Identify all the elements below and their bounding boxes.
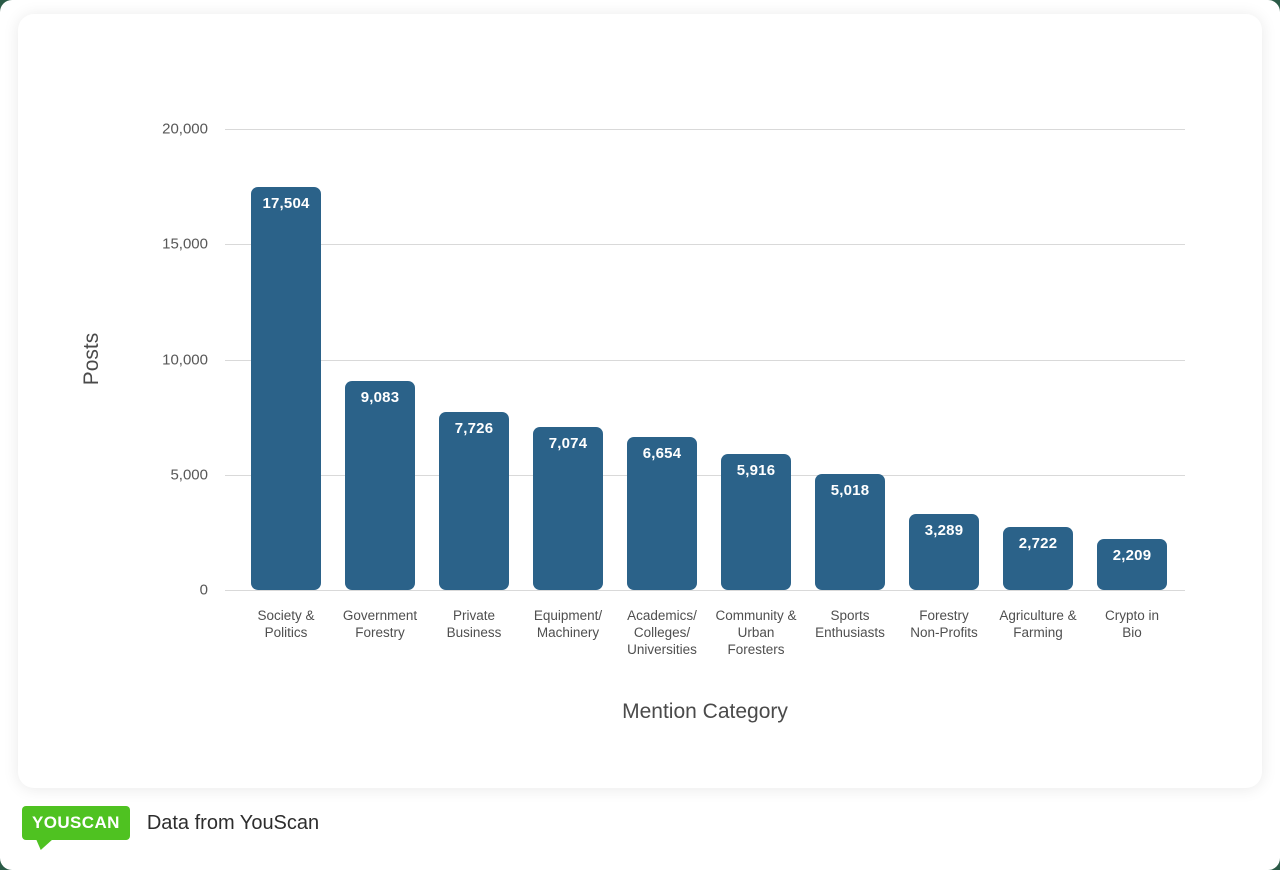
x-tick-label: Sports Enthusiasts — [815, 608, 885, 640]
x-tick-label: Equipment/Machinery — [533, 608, 603, 640]
bar-agriculture-farming: 2,722 — [1003, 527, 1073, 590]
bar-crypto-in-bio: 2,209 — [1097, 539, 1167, 590]
y-tick-label: 10,000 — [162, 351, 208, 368]
plot-area: 17,504 9,083 7,726 7,074 6,654 5,916 5,018 3,28… — [225, 129, 1185, 591]
gridline-20,000 — [225, 129, 1185, 130]
bar-community-urban-foresters: 5,916 — [721, 454, 791, 590]
x-tick-label: Society & Politics — [257, 608, 315, 640]
bar-equipment-machinery: 7,074 — [533, 427, 603, 590]
bar-government-forestry: 9,083 — [345, 381, 415, 590]
bar-sports-enthusiasts: 5,018 — [815, 474, 885, 590]
bar-value-label: 17,504 — [262, 195, 310, 212]
x-axis-title: Mention Category — [622, 700, 788, 723]
x-tick-label: Private Business — [446, 608, 502, 640]
gridline-5,000 — [225, 474, 1185, 476]
y-axis-title: Posts — [80, 332, 103, 386]
x-tick-label: Government Forestry — [342, 608, 418, 640]
bar-academics-colleges-universities: 6,654 — [627, 437, 697, 590]
bar-value-label: 2,209 — [1112, 547, 1152, 564]
y-tick-label: 0 — [199, 581, 208, 599]
gridline-10,000 — [225, 359, 1185, 361]
youscan-logo-text: YOUSCAN — [32, 813, 120, 832]
youscan-logo: YOUSCAN — [22, 806, 130, 850]
bar-value-label: 7,074 — [548, 435, 588, 452]
bar-value-label: 7,726 — [454, 420, 494, 437]
y-tick-label: 20,000 — [162, 120, 208, 138]
attribution-footer: YOUSCAN Data from YouScan — [22, 806, 320, 850]
x-tick-label: Academics/Colleges/Universities — [627, 608, 697, 657]
bar-forestry-non-profits: 3,289 — [909, 514, 979, 590]
gridline-0 — [225, 590, 1185, 591]
chart-card: Posts 0 5,000 10,000 15,000 20,000 17,504 9,0… — [18, 14, 1262, 788]
footer-caption: Data from YouScan — [146, 811, 320, 834]
x-tick-label: Agriculture & Farming — [999, 608, 1077, 640]
gridline-15,000 — [225, 244, 1185, 246]
bar-value-label: 5,018 — [830, 482, 870, 499]
x-tick-label: Crypto in Bio — [1104, 608, 1160, 640]
bar-value-label: 9,083 — [360, 389, 400, 406]
x-tick-label: Forestry Non-Profits — [910, 608, 978, 640]
bar-private-business: 7,726 — [439, 412, 509, 590]
youscan-logo-tail-icon — [36, 839, 53, 850]
y-tick-label: 15,000 — [162, 235, 208, 253]
bar-value-label: 2,722 — [1018, 535, 1058, 552]
x-tick-label: Community & Urban Foresters — [715, 608, 797, 657]
bar-value-label: 6,654 — [642, 445, 682, 462]
bar-value-label: 5,916 — [736, 462, 776, 479]
bar-society-politics: 17,504 — [251, 187, 321, 590]
y-tick-label: 5,000 — [170, 466, 208, 484]
bar-value-label: 3,289 — [924, 522, 964, 539]
